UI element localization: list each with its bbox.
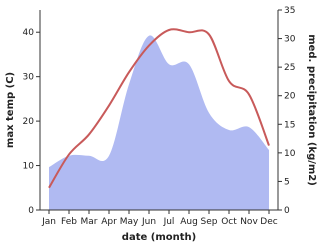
x-tick-label: Feb [61, 217, 77, 227]
y2-tick-label: 30 [284, 35, 296, 45]
temp-line [48, 28, 270, 189]
x-tick-label: Jun [141, 217, 156, 227]
x-tick-label: Jul [163, 217, 175, 227]
y2-tick-label: 35 [284, 6, 295, 16]
y-tick-label: 40 [23, 28, 35, 38]
precipitation-area [49, 35, 269, 211]
x-tick-label: Nov [240, 217, 258, 227]
y2-tick-label: 10 [284, 149, 296, 159]
y-tick-label: 10 [23, 162, 35, 172]
x-tick-label: Sep [201, 217, 218, 227]
x-tick-label: Mar [81, 217, 98, 227]
x-tick-label: Apr [101, 217, 117, 227]
y2-tick-label: 25 [284, 63, 295, 73]
y2-tick-label: 5 [284, 177, 290, 187]
x-tick-label: Dec [260, 217, 277, 227]
x-tick-label: Jan [41, 217, 56, 227]
y-axis-label: max temp (C) [5, 72, 16, 148]
y2-tick-label: 20 [284, 92, 296, 102]
y2-tick-label: 0 [284, 206, 290, 216]
x-axis-label: date (month) [122, 232, 196, 243]
x-tick-label: Oct [221, 217, 237, 227]
y-tick-label: 30 [23, 73, 35, 83]
x-tick-label: Aug [180, 217, 198, 227]
y2-tick-label: 15 [284, 120, 295, 130]
y-tick-label: 20 [23, 117, 35, 127]
y2-axis-label: med. precipitation (kg/m2) [306, 34, 317, 186]
x-tick-label: May [120, 217, 139, 227]
y-tick-label: 0 [28, 206, 34, 216]
